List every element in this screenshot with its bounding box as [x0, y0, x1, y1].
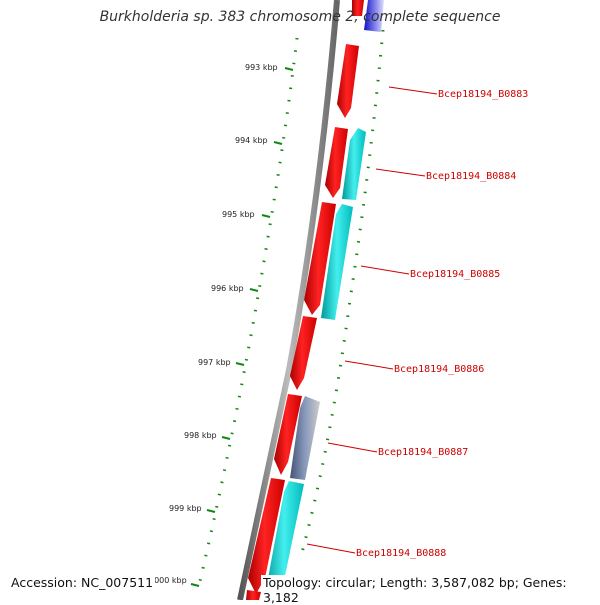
- gene-feature-forward: [290, 316, 317, 390]
- leader-line: [306, 543, 356, 554]
- kbp-tick-mark: [273, 141, 283, 145]
- gene-label[interactable]: Bcep18194_B0887: [378, 447, 468, 458]
- kbp-tick-mark: [284, 67, 294, 71]
- gene-feature-forward: [274, 394, 302, 475]
- gene-label[interactable]: Bcep18194_B0886: [394, 364, 484, 375]
- forward-strand-genes: [246, 44, 359, 600]
- gene-label[interactable]: Bcep18194_B0883: [438, 89, 528, 100]
- gene-label-leaders: [306, 86, 438, 554]
- leader-line: [360, 265, 410, 275]
- kbp-tick-mark: [206, 509, 216, 513]
- kbp-tick-label: 994 kbp: [235, 136, 268, 145]
- kbp-tick-label: 999 kbp: [169, 504, 202, 513]
- gene-feature-forward: [325, 127, 348, 198]
- kbp-tick-mark: [190, 583, 200, 587]
- gene-feature-reverse: [321, 204, 353, 320]
- gene-feature-forward: [352, 0, 364, 16]
- outer-tick-ring: [196, 37, 299, 591]
- gene-label[interactable]: Bcep18194_B0884: [426, 171, 516, 182]
- gene-label[interactable]: Bcep18194_B0888: [356, 548, 446, 559]
- kbp-tick-mark: [235, 362, 245, 366]
- genome-backbone: [237, 0, 340, 600]
- gene-feature-forward: [337, 44, 359, 118]
- kbp-tick-label: 996 kbp: [211, 284, 244, 293]
- kbp-tick-label: 1000 kbp: [149, 576, 187, 585]
- gene-labels: Bcep18194_B0883 Bcep18194_B0884 Bcep1819…: [356, 89, 528, 559]
- leader-line: [388, 86, 438, 95]
- gene-feature-reverse: [264, 481, 304, 600]
- kbp-tick-label: 998 kbp: [184, 431, 217, 440]
- gene-feature-reverse: [342, 128, 366, 200]
- leader-line: [375, 168, 426, 177]
- kbp-ticks: 993 kbp 994 kbp 995 kbp 996 kbp 997 kbp …: [149, 63, 294, 587]
- kbp-tick-mark: [249, 288, 259, 292]
- accession-info: Accession: NC_007511: [9, 575, 156, 590]
- leader-line: [344, 360, 394, 370]
- gene-feature-other: [290, 396, 320, 480]
- reverse-strand-genes: [264, 128, 366, 600]
- kbp-tick-label: 993 kbp: [245, 63, 278, 72]
- gene-feature-forward: [248, 478, 285, 594]
- gene-label[interactable]: Bcep18194_B0885: [410, 269, 500, 280]
- kbp-tick-mark: [261, 214, 271, 218]
- kbp-tick-label: 995 kbp: [222, 210, 255, 219]
- sequence-summary: Topology: circular; Length: 3,587,082 bp…: [261, 575, 600, 605]
- gene-feature-forward: [304, 202, 336, 315]
- kbp-tick-label: 997 kbp: [198, 358, 231, 367]
- gene-feature-other: [364, 0, 384, 32]
- map-title: Burkholderia sp. 383 chromosome 2, compl…: [99, 9, 501, 25]
- leader-line: [327, 442, 378, 453]
- kbp-tick-mark: [221, 436, 231, 440]
- gene-feature-forward: [246, 590, 261, 600]
